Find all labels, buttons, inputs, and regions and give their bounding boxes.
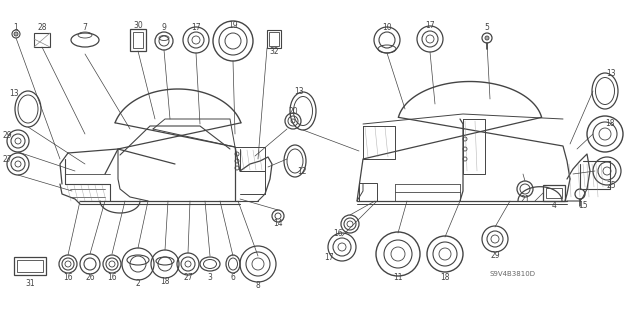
Bar — [14, 257, 46, 275]
Text: 16: 16 — [107, 272, 117, 281]
Text: 21: 21 — [520, 195, 530, 204]
Text: 12: 12 — [297, 167, 307, 175]
Bar — [543, 185, 565, 201]
Bar — [17, 260, 43, 272]
Text: 1: 1 — [13, 23, 19, 32]
Text: 2: 2 — [136, 278, 140, 287]
Text: 13: 13 — [294, 87, 304, 97]
Text: 32: 32 — [269, 47, 279, 56]
Text: 11: 11 — [393, 273, 403, 283]
Text: 29: 29 — [490, 250, 500, 259]
Text: 30: 30 — [133, 21, 143, 31]
Text: 27: 27 — [183, 273, 193, 283]
Circle shape — [485, 36, 489, 40]
Text: 3: 3 — [207, 272, 212, 281]
Text: 15: 15 — [578, 201, 588, 210]
Text: 20: 20 — [288, 107, 298, 115]
Text: 18: 18 — [440, 273, 450, 283]
Bar — [130, 29, 146, 51]
Text: 16: 16 — [333, 229, 343, 239]
Text: 13: 13 — [606, 69, 616, 78]
Text: 17: 17 — [324, 253, 334, 262]
Text: 19: 19 — [228, 21, 238, 31]
Text: 8: 8 — [255, 281, 260, 291]
Bar — [269, 32, 279, 46]
Bar — [267, 30, 281, 48]
Text: 9: 9 — [161, 24, 166, 33]
Text: 25: 25 — [606, 181, 616, 189]
Text: 13: 13 — [9, 88, 19, 98]
Text: 28: 28 — [37, 24, 47, 33]
Text: 5: 5 — [484, 23, 490, 32]
Text: 4: 4 — [552, 202, 556, 211]
Circle shape — [14, 32, 18, 36]
Bar — [133, 32, 143, 48]
Text: 6: 6 — [230, 273, 236, 283]
Text: 14: 14 — [273, 219, 283, 227]
Text: S9V4B3810D: S9V4B3810D — [490, 271, 536, 277]
Text: 17: 17 — [425, 21, 435, 31]
Text: 18: 18 — [160, 278, 170, 286]
Bar — [34, 33, 50, 47]
Bar — [546, 188, 562, 198]
Text: 27: 27 — [2, 154, 12, 164]
Text: 7: 7 — [83, 24, 88, 33]
Text: 17: 17 — [191, 23, 201, 32]
Text: 16: 16 — [63, 272, 73, 281]
Text: 31: 31 — [25, 278, 35, 287]
Text: 29: 29 — [2, 131, 12, 140]
Text: 18: 18 — [605, 118, 615, 128]
Bar — [359, 183, 377, 201]
Text: 10: 10 — [382, 23, 392, 32]
Text: 26: 26 — [85, 272, 95, 281]
